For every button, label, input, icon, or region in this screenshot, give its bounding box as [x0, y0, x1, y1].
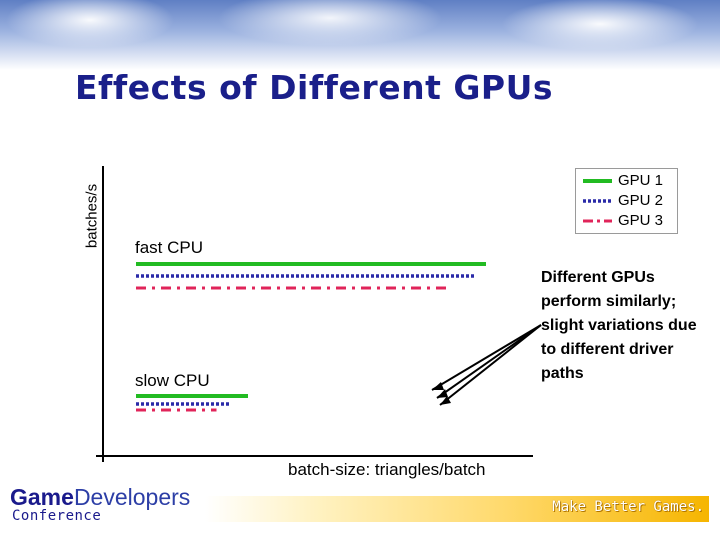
footer-bar	[205, 496, 709, 522]
legend-swatch-gpu1	[583, 179, 612, 183]
legend-swatch-gpu2	[583, 199, 612, 203]
legend-label: GPU 1	[618, 172, 664, 189]
logo-developers: Developers	[73, 484, 191, 510]
header-sky-banner	[0, 0, 720, 70]
annotation-arrow	[439, 324, 542, 406]
group-label-slow-cpu: slow CPU	[135, 371, 210, 390]
annotation-arrows	[431, 324, 542, 406]
logo-game: Game	[10, 484, 74, 510]
group-label-fast-cpu: fast CPU	[135, 238, 204, 257]
annotation-arrow	[436, 324, 542, 399]
chart-legend: GPU 1 GPU 2 GPU 3	[575, 168, 678, 234]
gdc-logo: GameDevelopers Conference	[10, 484, 191, 524]
slide-title: Effects of Different GPUs	[75, 68, 554, 107]
x-axis-label: batch-size: triangles/batch	[288, 460, 486, 479]
legend-label: GPU 3	[618, 212, 664, 229]
arrowhead	[440, 396, 451, 405]
arrowhead	[437, 389, 448, 398]
annotation-note: Different GPUs perform similarly; slight…	[541, 269, 697, 382]
legend-swatch-gpu3	[583, 219, 612, 223]
series-layer	[136, 262, 486, 412]
arrowhead	[432, 382, 444, 390]
y-axis-label: batches/s	[83, 183, 101, 249]
legend-label: GPU 2	[618, 192, 664, 209]
footer-tagline: Make Better Games.	[552, 499, 704, 515]
annotation-arrow	[431, 324, 542, 391]
logo-conference: Conference	[12, 508, 102, 524]
